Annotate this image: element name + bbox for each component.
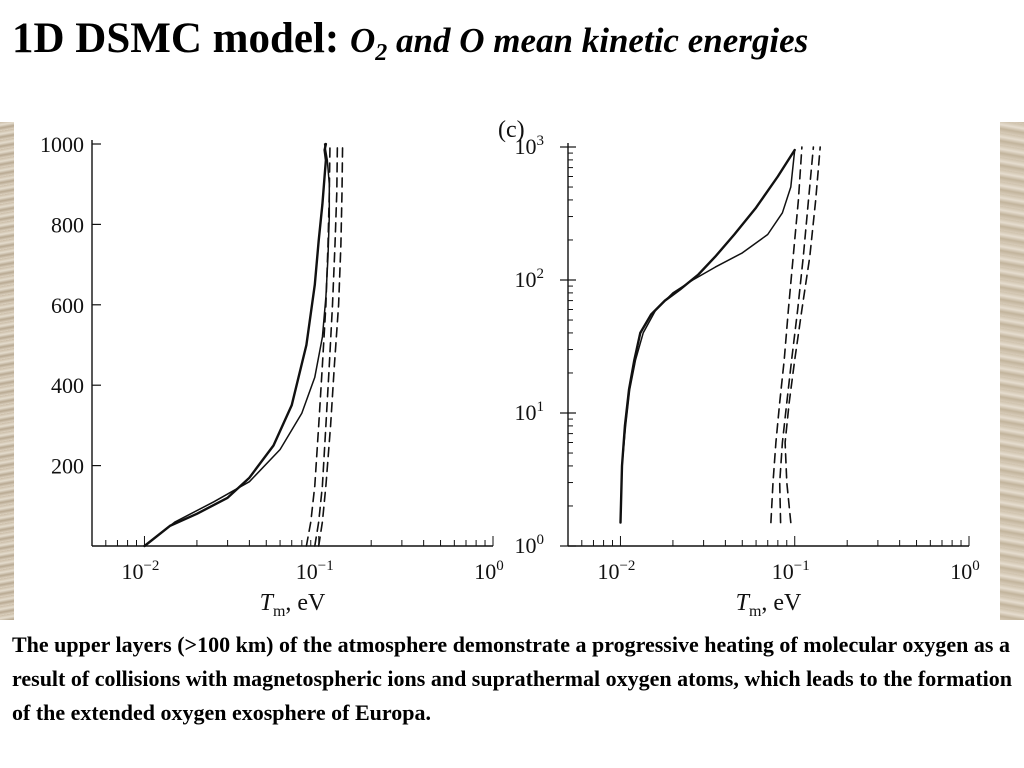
x-tick-label-base: 10 <box>772 559 794 584</box>
title-rest: and O mean kinetic energies <box>387 21 809 60</box>
x-tick-label-base: 10 <box>121 559 143 584</box>
x-axis-title-unit: , eV <box>285 590 326 616</box>
title-main: 1D DSMC model: <box>12 15 350 62</box>
x-axis-title: Tm, eV <box>736 590 802 620</box>
x-axis-title-symbol: T <box>260 590 275 616</box>
series-line-1-solid-thick <box>143 142 328 548</box>
slide-title: 1D DSMC model: O2 and O mean kinetic ene… <box>12 8 1012 84</box>
y-tick-label: 100 <box>515 532 545 558</box>
x-tick-label: 10−1 <box>772 558 810 584</box>
x-tick-label-base: 10 <box>597 559 619 584</box>
y-tick-label: 600 <box>51 293 84 318</box>
x-tick-label: 100 <box>474 558 504 584</box>
panel-label: (c) <box>498 117 525 143</box>
x-axis-title: Tm, eV <box>260 590 326 620</box>
y-tick-label-base: 10 <box>515 400 537 425</box>
series-line-2-solid-thin <box>143 143 331 547</box>
background-texture-right <box>1000 122 1024 620</box>
y-tick-label: 200 <box>51 454 84 479</box>
x-tick-label-exponent: −2 <box>619 558 635 574</box>
y-tick-label: 400 <box>51 373 84 398</box>
y-tick-label-base: 10 <box>515 267 537 292</box>
x-axis-title-symbol: T <box>736 590 751 616</box>
series-line-1-solid-thick <box>619 148 796 524</box>
series-line-3-dashed <box>305 143 331 547</box>
y-tick-label-exponent: 0 <box>537 532 545 548</box>
x-tick-label: 10−2 <box>121 558 159 584</box>
x-tick-label: 100 <box>950 558 980 584</box>
series-line-4-dashed <box>778 146 815 524</box>
x-axis-title-subscript: m <box>749 603 762 620</box>
title-species-a-sub: 2 <box>375 40 388 66</box>
y-tick-label: 1000 <box>40 132 84 157</box>
title-italic: O2 and O mean kinetic energies <box>350 21 809 66</box>
x-tick-label-exponent: 0 <box>496 558 504 574</box>
y-tick-label: 101 <box>515 399 545 425</box>
series-line-3-dashed <box>770 146 803 524</box>
slide-caption: The upper layers (>100 km) of the atmosp… <box>12 632 1012 725</box>
x-tick-label-exponent: −1 <box>794 558 810 574</box>
x-axis-title-unit: , eV <box>761 590 802 616</box>
x-tick-label: 10−1 <box>296 558 334 584</box>
y-tick-label-base: 10 <box>515 533 537 558</box>
x-tick-label-base: 10 <box>474 559 496 584</box>
x-tick-label-base: 10 <box>296 559 318 584</box>
y-tick-label-exponent: 3 <box>537 133 545 149</box>
y-tick-label: 103 <box>515 133 545 159</box>
x-tick-label-exponent: −2 <box>143 558 159 574</box>
background-texture-left <box>0 122 14 620</box>
x-tick-label-exponent: 0 <box>972 558 980 574</box>
y-tick-label-exponent: 2 <box>537 266 545 282</box>
y-tick-label-base: 10 <box>515 134 537 159</box>
x-tick-label-exponent: −1 <box>318 558 334 574</box>
series-line-4-dashed <box>313 143 339 547</box>
y-tick-label-exponent: 1 <box>537 399 545 415</box>
series-line-5-dashed <box>784 146 822 524</box>
x-tick-label-base: 10 <box>950 559 972 584</box>
y-tick-label: 800 <box>51 212 84 237</box>
series-line-5-dashed <box>317 143 344 547</box>
x-axis-title-subscript: m <box>273 603 286 620</box>
x-tick-label: 10−2 <box>597 558 635 584</box>
y-tick-label: 102 <box>515 266 545 292</box>
series-line-2-solid-thin <box>619 149 796 524</box>
title-species-a: O <box>350 21 376 60</box>
